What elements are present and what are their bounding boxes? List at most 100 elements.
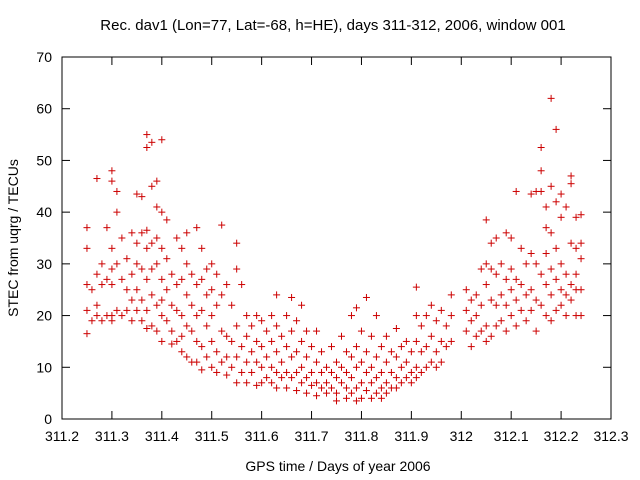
data-point	[193, 358, 201, 366]
data-point	[298, 301, 306, 309]
x-tick-label: 312.3	[593, 428, 628, 444]
data-point	[377, 394, 385, 402]
data-point	[357, 327, 365, 335]
data-point	[288, 374, 296, 382]
data-point	[158, 312, 166, 320]
data-point	[557, 213, 565, 221]
data-point	[123, 255, 131, 263]
data-point	[148, 239, 156, 247]
data-point	[542, 224, 550, 232]
data-point	[367, 332, 375, 340]
data-point	[263, 374, 271, 382]
data-point	[283, 368, 291, 376]
data-point	[313, 392, 321, 400]
data-point	[382, 389, 390, 397]
data-point	[537, 144, 545, 151]
data-point	[173, 281, 181, 289]
data-point	[218, 327, 226, 335]
data-point	[138, 317, 146, 325]
x-axis: 311.2 311.3 311.4 311.5 311.6 311.7 311.8 311.9…	[45, 57, 629, 444]
data-point	[153, 203, 161, 211]
data-point	[372, 389, 380, 397]
data-point	[83, 281, 91, 289]
data-point	[268, 337, 276, 345]
data-point	[337, 332, 345, 340]
data-point	[313, 327, 321, 335]
data-point	[362, 348, 370, 356]
data-point	[283, 343, 291, 351]
data-point	[228, 337, 236, 345]
data-point	[507, 265, 515, 273]
data-point	[387, 368, 395, 376]
data-point	[218, 358, 226, 366]
data-point	[337, 363, 345, 371]
data-point	[188, 301, 196, 309]
data-points	[83, 94, 585, 405]
data-point	[163, 317, 171, 325]
data-point	[268, 312, 276, 320]
data-point	[532, 296, 540, 304]
data-point	[148, 322, 156, 330]
data-point	[372, 312, 380, 320]
data-point	[492, 301, 500, 309]
data-point	[432, 317, 440, 325]
data-point	[318, 348, 326, 356]
data-point	[562, 203, 570, 211]
data-point	[103, 275, 111, 283]
x-axis-label: GPS time / Days of year 2006	[245, 458, 430, 474]
y-tick-label: 60	[36, 101, 52, 117]
data-point	[148, 265, 156, 273]
data-point	[547, 317, 555, 325]
data-point	[392, 384, 400, 392]
data-point	[557, 260, 565, 268]
data-point	[108, 167, 116, 175]
data-point	[422, 343, 430, 351]
data-point	[163, 286, 171, 294]
data-point	[138, 193, 146, 201]
data-point	[567, 296, 575, 304]
data-point	[537, 167, 545, 175]
data-point	[562, 312, 570, 320]
data-point	[273, 348, 281, 356]
data-point	[213, 270, 221, 278]
data-point	[258, 379, 266, 387]
data-point	[502, 229, 510, 237]
data-point	[552, 244, 560, 252]
data-point	[542, 281, 550, 289]
x-tick-label: 312.1	[494, 428, 529, 444]
data-point	[482, 337, 490, 345]
data-point	[487, 296, 495, 304]
data-point	[512, 296, 520, 304]
data-point	[198, 306, 206, 314]
data-point	[382, 358, 390, 366]
data-point	[158, 136, 166, 144]
data-point	[128, 270, 136, 278]
y-axis-label: STEC from uqrg / TECUs	[5, 159, 21, 317]
data-point	[467, 296, 475, 304]
data-point	[258, 363, 266, 371]
data-point	[333, 397, 340, 405]
data-point	[427, 301, 435, 309]
data-point	[108, 265, 116, 273]
data-point	[303, 389, 311, 397]
data-point	[407, 379, 415, 387]
data-point	[208, 260, 216, 268]
data-point	[193, 224, 201, 232]
data-point	[547, 229, 555, 237]
data-point	[487, 239, 495, 247]
data-point	[482, 260, 490, 268]
data-point	[577, 255, 585, 263]
data-point	[367, 394, 375, 402]
data-point	[567, 172, 575, 180]
data-point	[547, 94, 555, 102]
data-point	[248, 322, 256, 330]
data-point	[233, 322, 241, 330]
data-point	[352, 384, 360, 392]
data-point	[472, 332, 480, 340]
data-point	[158, 296, 166, 304]
x-tick-label: 311.3	[95, 428, 129, 444]
data-point	[412, 312, 420, 320]
data-point	[253, 312, 261, 320]
data-point	[397, 379, 405, 387]
